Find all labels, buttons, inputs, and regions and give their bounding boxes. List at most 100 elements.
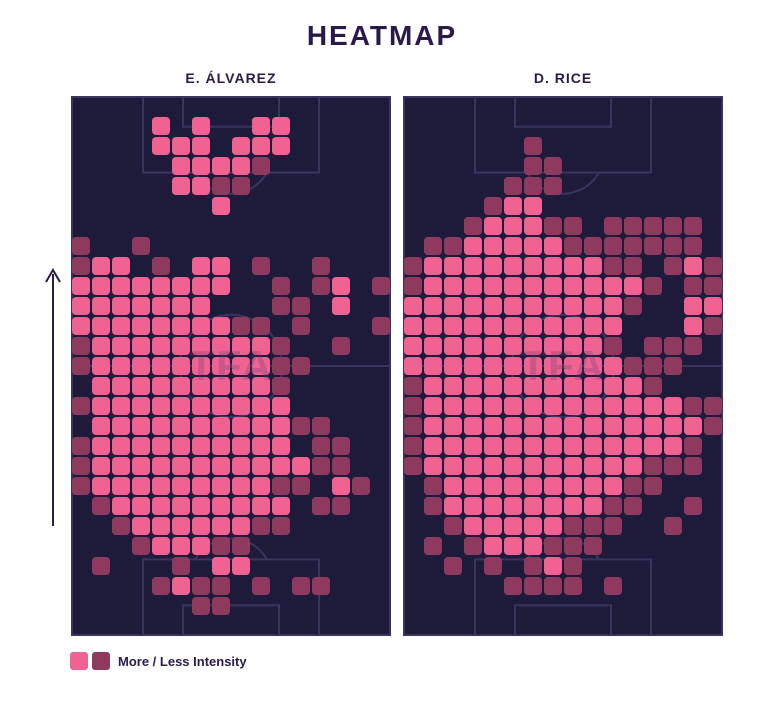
heat-cell xyxy=(112,137,130,155)
heat-cell xyxy=(464,377,482,395)
heat-cell xyxy=(172,237,190,255)
heat-cell xyxy=(684,197,702,215)
heat-cell xyxy=(132,417,150,435)
heat-cell xyxy=(584,617,602,635)
heat-cell xyxy=(564,257,582,275)
heat-cell xyxy=(704,197,722,215)
heat-cell xyxy=(272,577,290,595)
heat-cell xyxy=(664,497,682,515)
heat-cell xyxy=(604,497,622,515)
heat-cell xyxy=(112,377,130,395)
heat-cell xyxy=(544,417,562,435)
heat-cell xyxy=(444,617,462,635)
heat-cell xyxy=(312,617,330,635)
heat-cell xyxy=(212,597,230,615)
heat-cell xyxy=(172,397,190,415)
heat-cell xyxy=(292,277,310,295)
heat-cell xyxy=(464,277,482,295)
heat-cell xyxy=(684,457,702,475)
chart-title: HEATMAP xyxy=(30,20,734,52)
heat-cell xyxy=(684,537,702,555)
heat-cell xyxy=(112,197,130,215)
heat-cell xyxy=(172,377,190,395)
heat-cell xyxy=(292,97,310,115)
heat-cell xyxy=(132,357,150,375)
heat-cell xyxy=(404,177,422,195)
heat-cell xyxy=(372,157,390,175)
heat-cell xyxy=(292,557,310,575)
heat-cell xyxy=(312,417,330,435)
heat-cell xyxy=(232,297,250,315)
heat-cell xyxy=(424,537,442,555)
heat-cell xyxy=(352,177,370,195)
heat-cell xyxy=(152,177,170,195)
heat-cell xyxy=(464,557,482,575)
heat-cell xyxy=(684,217,702,235)
heat-cell xyxy=(112,157,130,175)
heat-cell xyxy=(404,537,422,555)
heat-cell xyxy=(584,257,602,275)
heat-cell xyxy=(312,237,330,255)
heat-cell xyxy=(292,417,310,435)
heat-cell xyxy=(684,517,702,535)
heat-cell xyxy=(232,157,250,175)
heat-cell xyxy=(312,377,330,395)
heat-cell xyxy=(424,477,442,495)
heat-cell xyxy=(404,117,422,135)
heat-cell xyxy=(544,277,562,295)
heat-cell xyxy=(704,157,722,175)
heat-cell xyxy=(92,97,110,115)
heat-cell xyxy=(132,337,150,355)
heat-cell xyxy=(232,217,250,235)
heat-cell xyxy=(544,597,562,615)
heat-cell xyxy=(152,317,170,335)
heat-cell xyxy=(504,457,522,475)
heat-cell xyxy=(404,357,422,375)
heat-cell xyxy=(504,517,522,535)
heat-cell xyxy=(404,517,422,535)
heat-cell xyxy=(444,437,462,455)
heat-cell xyxy=(132,97,150,115)
heat-cell xyxy=(252,617,270,635)
heat-cell xyxy=(544,197,562,215)
heat-cell xyxy=(684,157,702,175)
heat-cell xyxy=(424,117,442,135)
heat-cell xyxy=(564,157,582,175)
heat-cell xyxy=(212,497,230,515)
heat-cell xyxy=(684,577,702,595)
heat-cell xyxy=(72,457,90,475)
heat-cell xyxy=(332,497,350,515)
heat-cell xyxy=(112,177,130,195)
heat-cell xyxy=(152,617,170,635)
heat-cell xyxy=(644,557,662,575)
heat-cell xyxy=(232,497,250,515)
legend-label: More / Less Intensity xyxy=(118,654,247,669)
heat-cell xyxy=(312,297,330,315)
heat-cell xyxy=(484,177,502,195)
heat-cell xyxy=(584,297,602,315)
heat-cell xyxy=(332,357,350,375)
heat-cell xyxy=(292,517,310,535)
heat-cell xyxy=(112,397,130,415)
heat-cell xyxy=(172,457,190,475)
heat-cell xyxy=(192,557,210,575)
heat-cell xyxy=(192,417,210,435)
heat-cell xyxy=(404,277,422,295)
heat-cell xyxy=(464,137,482,155)
heat-cell xyxy=(212,417,230,435)
heat-cell xyxy=(152,297,170,315)
heat-cell xyxy=(484,137,502,155)
heat-cell xyxy=(192,197,210,215)
heat-cell xyxy=(292,457,310,475)
heat-cell xyxy=(424,457,442,475)
heat-cell xyxy=(644,257,662,275)
heat-cell xyxy=(524,257,542,275)
heat-cell xyxy=(272,257,290,275)
heat-cell xyxy=(112,297,130,315)
heat-cell xyxy=(584,537,602,555)
heat-cell xyxy=(484,517,502,535)
heat-cell xyxy=(484,417,502,435)
heat-cell xyxy=(312,577,330,595)
heat-cell xyxy=(332,377,350,395)
heat-cell xyxy=(312,317,330,335)
